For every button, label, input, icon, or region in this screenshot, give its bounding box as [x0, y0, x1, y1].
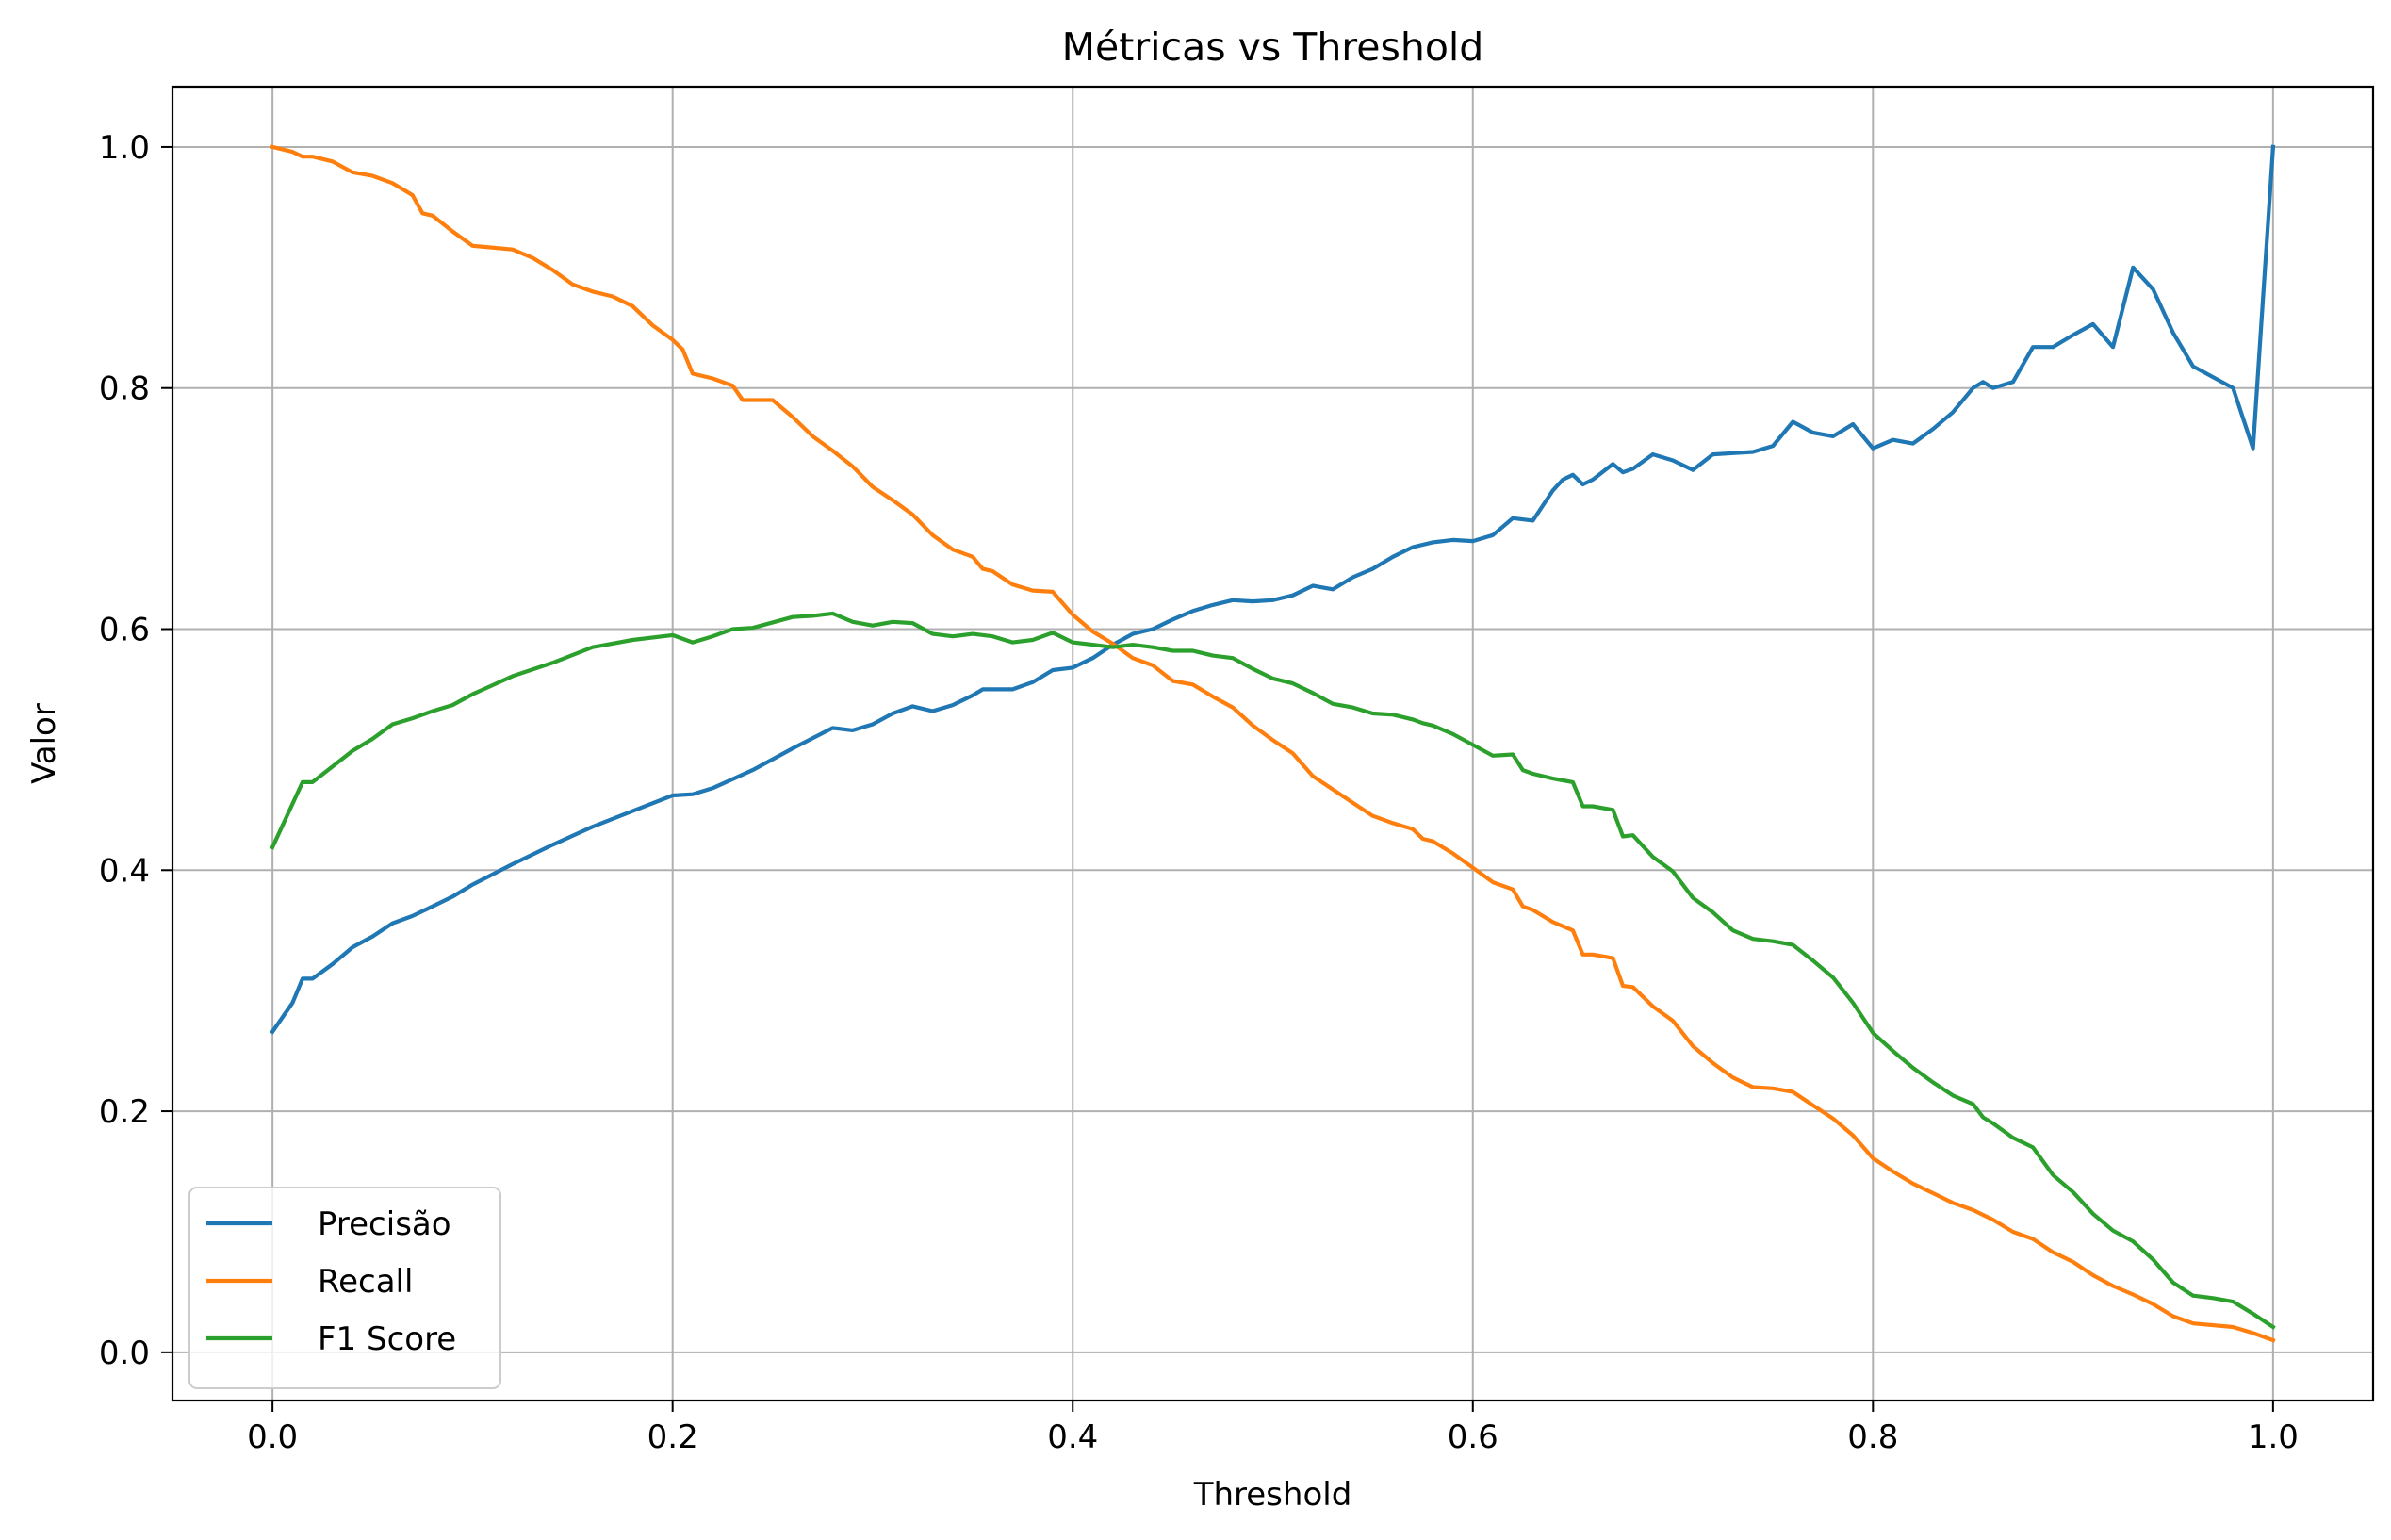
- legend-label: F1 Score: [318, 1320, 456, 1358]
- y-tick-label: 0.2: [99, 1093, 150, 1131]
- y-axis-label: Valor: [25, 703, 63, 784]
- series-line-0: [270, 144, 2276, 1035]
- x-tick-label: 1.0: [2248, 1418, 2299, 1456]
- series-line-2: [270, 611, 2276, 1330]
- chart-title: Métricas vs Threshold: [1062, 25, 1484, 70]
- legend: Precisão Recall F1 Score: [188, 1187, 501, 1389]
- series-line-1: [270, 144, 2276, 1343]
- x-tick-label: 0.0: [247, 1418, 298, 1456]
- y-tick-label: 0.8: [99, 370, 150, 408]
- y-tick-label: 0.4: [99, 852, 150, 890]
- x-tick-label: 0.4: [1047, 1418, 1098, 1456]
- x-tick-label: 0.2: [647, 1418, 698, 1456]
- grid: [172, 87, 2373, 1401]
- legend-label: Precisão: [318, 1205, 451, 1243]
- x-tick-label: 0.8: [1847, 1418, 1898, 1456]
- legend-label: Recall: [318, 1263, 413, 1301]
- plot-frame: [171, 85, 2375, 1402]
- series-lines: [270, 144, 2276, 1343]
- x-tick-label: 0.6: [1448, 1418, 1498, 1456]
- legend-items: Precisão Recall F1 Score: [206, 1205, 456, 1358]
- y-tick-label: 0.6: [99, 612, 150, 649]
- x-axis-label: Threshold: [1193, 1476, 1352, 1514]
- y-tick-label: 1.0: [99, 129, 150, 167]
- axis-ticks: 0.0 0.2 0.4 0.6 0.8 1.0 0.0 0.2 0.4 0.6 0.8 1.0: [99, 129, 2299, 1456]
- y-tick-label: 0.0: [99, 1335, 150, 1372]
